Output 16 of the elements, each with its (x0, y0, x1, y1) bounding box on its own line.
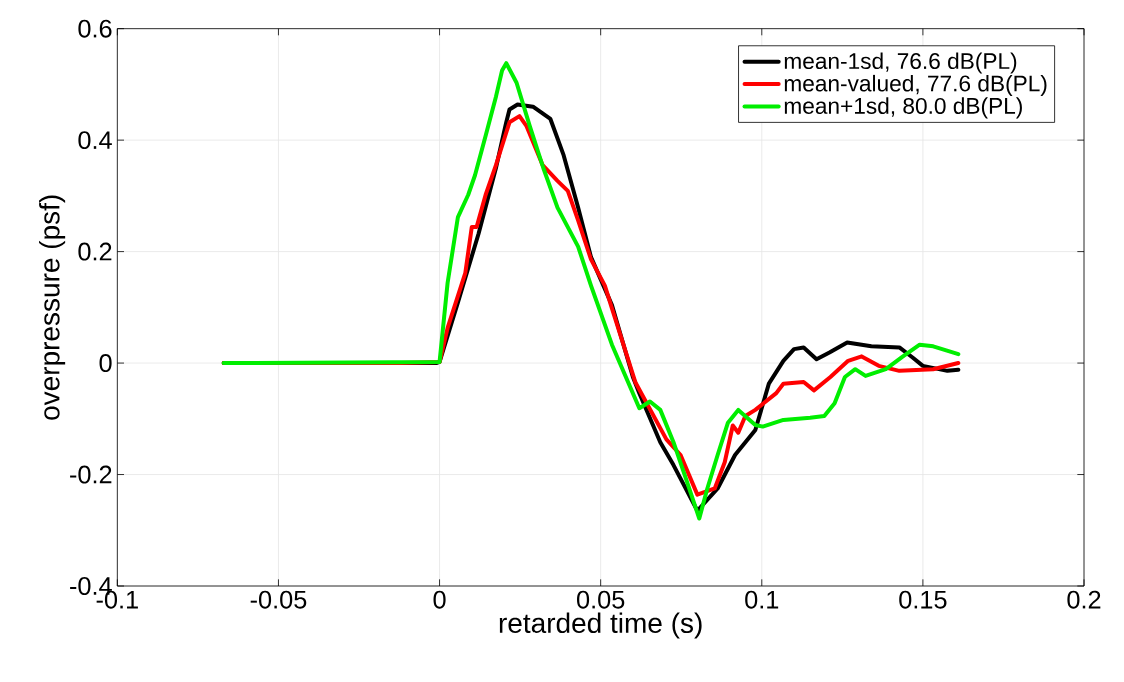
x-tick-label: -0.05 (250, 590, 307, 609)
y-tick-label: 0.2 (78, 242, 112, 261)
y-tick-label: 0 (99, 354, 112, 373)
x-tick-label: 0 (433, 590, 446, 609)
x-tick-label: 0.2 (1067, 590, 1101, 609)
x-axis-title: retarded time (s) (499, 612, 702, 639)
y-tick-label: 0.6 (78, 19, 112, 38)
x-tick-label: 0.15 (899, 590, 947, 609)
y-tick-label: -0.2 (70, 465, 112, 484)
legend-label: mean+1sd, 80.0 dB(PL) (784, 97, 1022, 119)
y-axis-title: overpressure (psf) (39, 195, 66, 420)
legend-label: mean-valued, 77.6 dB(PL) (784, 74, 1047, 96)
x-tick-label: 0.1 (745, 590, 779, 609)
x-tick-label: 0.05 (577, 590, 625, 609)
legend-label: mean-1sd, 76.6 dB(PL) (784, 52, 1017, 74)
y-tick-label: 0.4 (78, 131, 112, 150)
